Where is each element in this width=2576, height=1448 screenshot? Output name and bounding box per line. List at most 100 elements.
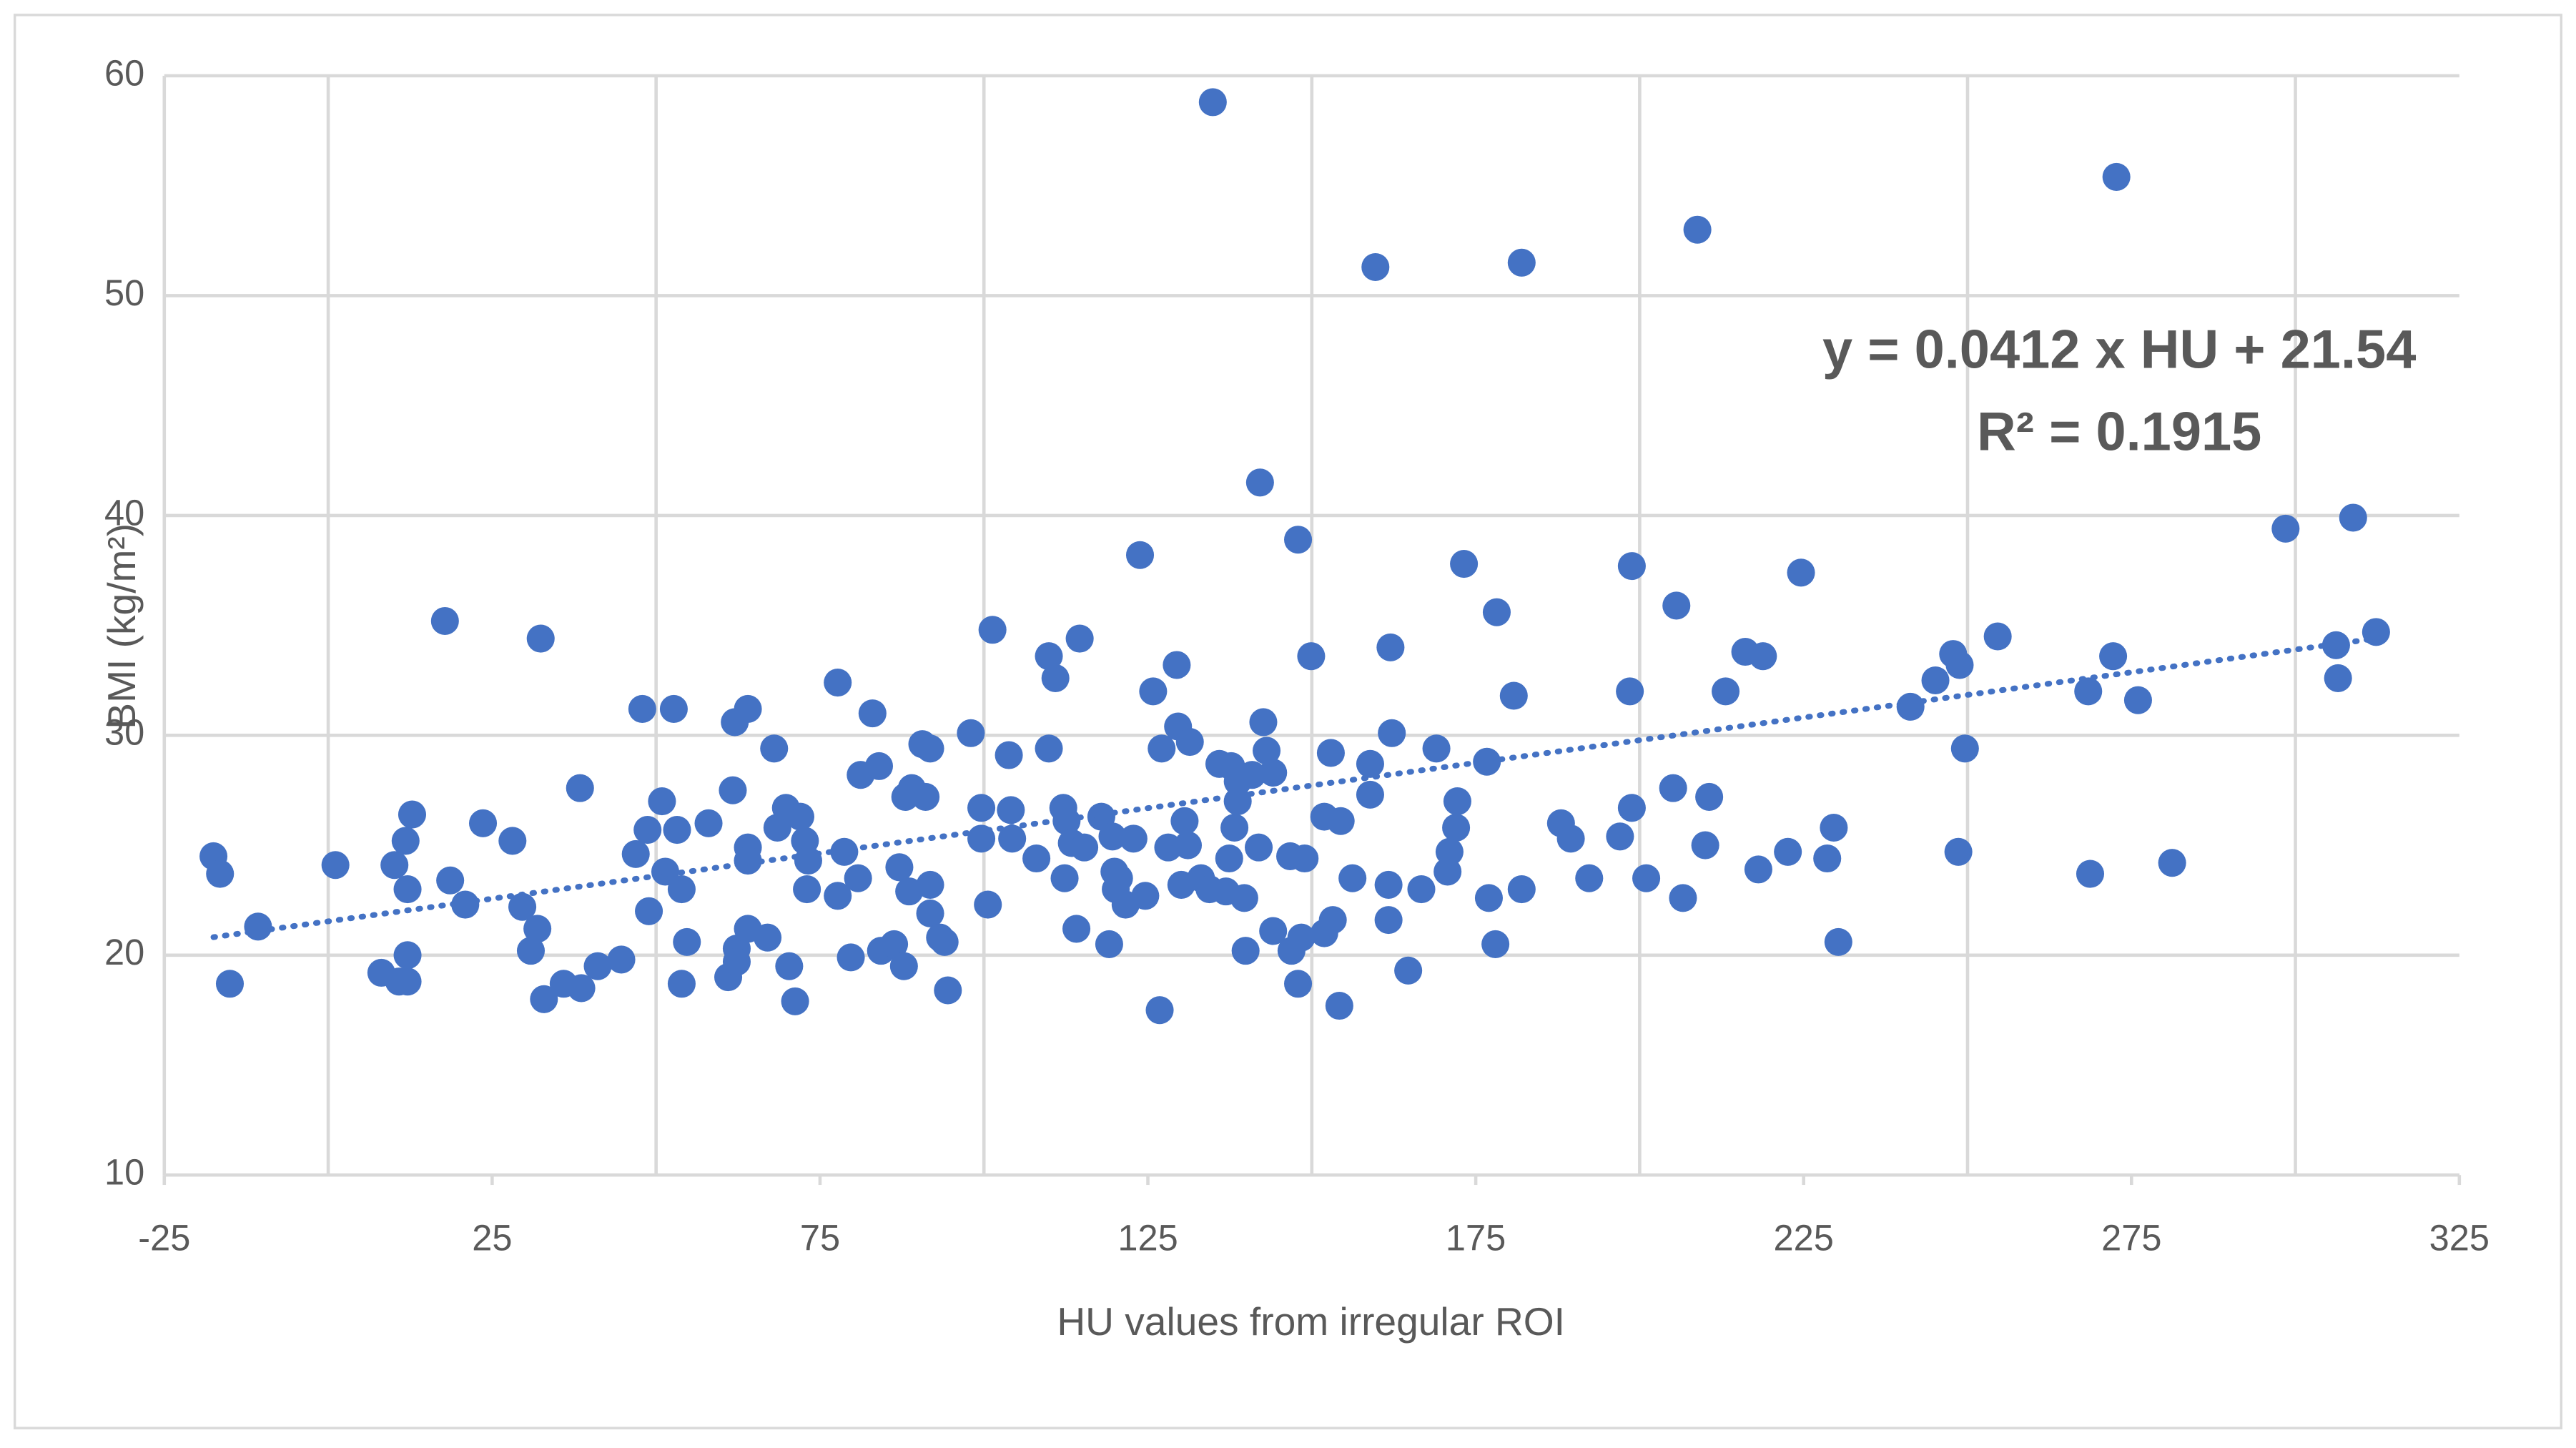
data-point xyxy=(1145,996,1174,1025)
data-point xyxy=(1220,813,1249,842)
y-tick-label: 10 xyxy=(104,1152,144,1193)
data-point xyxy=(667,875,696,904)
data-point xyxy=(916,870,944,899)
data-point xyxy=(530,985,558,1013)
data-point xyxy=(1945,651,1974,679)
data-point xyxy=(916,899,944,927)
data-point xyxy=(2074,677,2103,706)
data-point xyxy=(844,864,872,892)
data-point xyxy=(393,941,422,970)
r-squared: R² = 0.1915 xyxy=(1977,401,2261,462)
data-point xyxy=(1356,749,1384,778)
data-point xyxy=(916,734,944,763)
data-point xyxy=(1050,864,1079,892)
x-tick-label: 25 xyxy=(472,1218,512,1259)
data-point xyxy=(1669,884,1697,912)
data-point xyxy=(885,853,914,882)
data-point xyxy=(1284,970,1313,998)
data-point xyxy=(1507,248,1536,277)
data-point xyxy=(391,827,420,855)
data-point xyxy=(1139,677,1168,706)
data-point xyxy=(508,892,537,921)
data-point xyxy=(1131,882,1160,910)
data-point xyxy=(1022,844,1051,873)
x-tick-label: 175 xyxy=(1446,1218,1506,1259)
data-point xyxy=(1291,844,1319,873)
data-point xyxy=(1105,864,1133,892)
x-tick-label: -25 xyxy=(138,1218,190,1259)
data-point xyxy=(694,809,723,837)
data-point xyxy=(1662,591,1691,620)
data-point xyxy=(1450,550,1479,578)
x-tick-label: 275 xyxy=(2101,1218,2161,1259)
x-tick-label: 125 xyxy=(1117,1218,1178,1259)
data-point xyxy=(567,974,596,1003)
data-point xyxy=(824,669,852,697)
y-tick-label: 60 xyxy=(104,52,144,93)
chart-border xyxy=(13,14,2563,1429)
plot-area xyxy=(199,88,2390,1025)
data-point xyxy=(1095,930,1123,958)
data-point xyxy=(775,952,804,980)
data-point xyxy=(1394,956,1423,985)
data-point xyxy=(1950,734,1979,763)
data-point xyxy=(754,923,782,952)
data-point xyxy=(1249,708,1278,737)
data-point xyxy=(1378,719,1406,747)
data-point xyxy=(583,952,612,980)
x-tick-label: 75 xyxy=(800,1218,840,1259)
data-point xyxy=(978,616,1007,644)
data-point xyxy=(1259,917,1288,945)
data-point xyxy=(1148,734,1176,763)
data-point xyxy=(1361,252,1390,282)
y-tick-label: 40 xyxy=(104,492,144,533)
data-point xyxy=(1820,813,1848,842)
data-point xyxy=(2102,162,2131,191)
data-point xyxy=(967,794,996,822)
data-point xyxy=(498,827,527,855)
data-point xyxy=(957,719,985,747)
data-point xyxy=(206,860,235,888)
data-point xyxy=(974,890,1002,919)
data-point xyxy=(1474,884,1503,912)
data-point xyxy=(1481,930,1510,958)
data-point xyxy=(1238,761,1266,789)
data-point xyxy=(633,816,662,844)
data-point xyxy=(673,927,701,956)
data-point xyxy=(734,694,762,723)
data-point xyxy=(1245,468,1274,497)
data-point xyxy=(2324,664,2352,692)
data-point xyxy=(934,976,962,1005)
y-axis-title: BMI (kg/m²) xyxy=(99,523,144,729)
data-point xyxy=(1749,642,1777,671)
data-point xyxy=(912,782,940,811)
data-point xyxy=(1325,991,1353,1020)
data-point xyxy=(1175,728,1204,757)
data-point xyxy=(864,752,894,780)
data-point xyxy=(1407,875,1436,904)
data-point xyxy=(1442,813,1471,842)
data-point xyxy=(1215,844,1243,873)
data-point xyxy=(786,802,814,831)
data-point xyxy=(2076,860,2105,888)
data-point xyxy=(648,787,676,816)
data-point xyxy=(1606,822,1634,851)
data-point xyxy=(1198,88,1227,117)
data-point xyxy=(1659,774,1687,802)
data-point xyxy=(1318,906,1347,935)
data-point xyxy=(1774,837,1802,866)
data-point xyxy=(1065,624,1094,653)
data-point xyxy=(1983,622,2012,651)
data-point xyxy=(830,837,859,866)
data-point xyxy=(1253,737,1281,765)
data-point xyxy=(1813,844,1842,873)
x-axis-title: HU values from irregular ROI xyxy=(1057,1299,1565,1344)
data-point xyxy=(659,694,688,723)
data-point xyxy=(244,912,272,941)
data-point xyxy=(2339,503,2367,532)
data-point xyxy=(1374,870,1403,899)
data-point xyxy=(1787,558,1815,587)
data-point xyxy=(1119,824,1148,853)
